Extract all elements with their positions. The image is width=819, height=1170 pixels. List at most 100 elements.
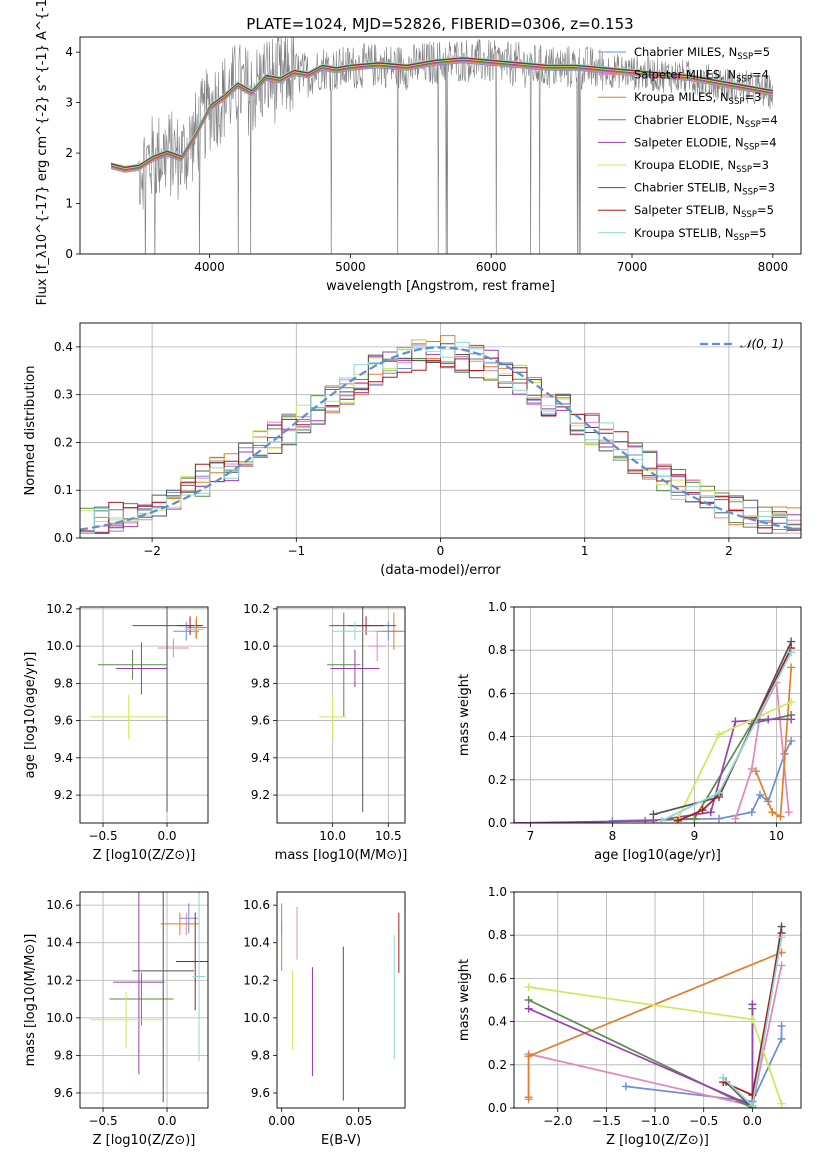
y-tick-label: 0.1 <box>54 483 73 497</box>
legend-nssp: =4 <box>752 68 769 82</box>
x-tick-label: 7 <box>527 829 535 843</box>
errorbar-point <box>330 649 380 688</box>
axes-frame <box>79 322 802 539</box>
point-marker <box>787 698 796 707</box>
point-marker <box>777 961 786 970</box>
y-tick-label: 9.6 <box>251 714 270 728</box>
x-tick-label: 0.05 <box>345 1114 372 1128</box>
errorbar-point <box>368 631 387 661</box>
plot-area <box>277 607 405 823</box>
y-axis-label: mass [log10(M/M⊙)] <box>23 934 38 1067</box>
legend-label: Chabrier STELIB, NSSP=3 <box>634 181 775 198</box>
point-marker <box>674 816 682 823</box>
y-tick-label: 10.4 <box>243 936 270 950</box>
plot-marks <box>90 892 208 1103</box>
y-axis-label: Normed distribution <box>23 366 38 496</box>
errorbar-point <box>132 892 194 1103</box>
x-tick-label: −1 <box>287 544 305 558</box>
plot-area <box>514 607 801 823</box>
panel-spectrum: 4000 5000 6000 7000 8000 0 1 2 3 4 wavelength [Ang… <box>35 0 802 305</box>
errorbar-point <box>90 694 168 740</box>
point-marker <box>747 808 756 817</box>
plot-marks <box>80 335 801 538</box>
x-axis-label: Z [log10(Z/Z⊙)] <box>606 1133 709 1148</box>
data-spectrum <box>110 37 774 254</box>
point-marker <box>524 1093 533 1102</box>
y-tick-label: 9.8 <box>54 676 73 690</box>
y-tick-label: 0.4 <box>54 340 73 354</box>
point-marker <box>524 983 533 992</box>
errorbar-point <box>186 620 205 639</box>
x-tick-label: 2 <box>725 544 733 558</box>
legend-subscript: SSP <box>729 97 745 107</box>
y-tick-label: 0.8 <box>488 928 507 942</box>
figure-title: PLATE=1024, MJD=52826, FIBERID=0306, z=0… <box>246 15 633 33</box>
point-marker <box>768 808 777 817</box>
point-marker <box>690 814 699 823</box>
y-tick-label: 10.2 <box>243 602 270 616</box>
legend-label: Kroupa STELIB, NSSP=5 <box>634 226 766 243</box>
x-tick-label: −2 <box>143 544 161 558</box>
y-tick-label: 0.0 <box>54 531 73 545</box>
y-tick-label: 10.2 <box>46 602 73 616</box>
y-tick-label: 0.3 <box>54 388 73 402</box>
point-marker <box>719 1073 728 1082</box>
point-marker <box>787 715 796 724</box>
legend: Chabrier MILES, NSSP=5 Salpeter MILES, NS… <box>598 45 778 243</box>
y-tick-label: 0.2 <box>488 1058 507 1072</box>
point-marker <box>524 1004 533 1013</box>
legend-subscript: SSP <box>737 52 753 62</box>
x-axis-label: E(B-V) <box>321 1133 361 1148</box>
normal-curve <box>80 346 801 531</box>
point-marker <box>787 648 796 657</box>
y-tick-label: 10.2 <box>243 973 270 987</box>
x-tick-label: 5000 <box>335 260 366 274</box>
y-axis-label: age [log10(age/yr)] <box>23 652 38 779</box>
errorbar-point <box>97 649 168 680</box>
legend-label: Chabrier MILES, NSSP=5 <box>634 45 770 62</box>
panels: 4000 5000 6000 7000 8000 0 1 2 3 4 wavelength [Ang… <box>23 0 802 1148</box>
y-tick-label: 0 <box>65 247 73 261</box>
point-marker <box>756 790 764 799</box>
point-marker <box>777 1099 786 1108</box>
series-line <box>524 983 786 1108</box>
errorbar-point <box>113 892 165 1075</box>
histogram-series <box>80 357 801 538</box>
x-tick-label: 0.0 <box>743 1114 762 1128</box>
y-tick-label: 2 <box>65 146 73 160</box>
panel-massweight-vs-age: 7 8 9 10 0.0 0.2 0.4 0.6 0.8 1.0 age [log10(age/yr… <box>457 600 802 863</box>
point-marker <box>784 808 793 817</box>
panel-age-vs-mass: 10.0 10.5 9.2 9.4 9.6 9.8 10.0 10.2 mass [log10(… <box>243 602 407 863</box>
plot-area <box>80 607 208 823</box>
point-marker <box>777 1034 786 1043</box>
x-tick-label: 4000 <box>194 260 225 274</box>
point-marker <box>524 996 533 1004</box>
x-tick-label: −2.0 <box>543 1114 572 1128</box>
y-tick-label: 10.6 <box>243 898 270 912</box>
legend-nssp: =4 <box>761 113 778 127</box>
point-marker <box>748 1000 757 1009</box>
x-tick-label: −1.5 <box>592 1114 621 1128</box>
point-marker <box>524 1052 533 1061</box>
axes-frame <box>79 891 209 1109</box>
axes-frame <box>79 36 802 255</box>
x-tick-label: 10.5 <box>375 829 402 843</box>
legend-nssp: =5 <box>749 226 766 240</box>
legend-label: Kroupa ELODIE, NSSP=3 <box>634 158 769 175</box>
y-tick-label: 9.8 <box>251 676 270 690</box>
x-axis-label: (data-model)/error <box>380 563 501 578</box>
legend-subscript: SSP <box>744 142 760 152</box>
series-path <box>755 667 793 818</box>
point-marker <box>657 816 666 823</box>
y-tick-label: 0.6 <box>488 971 507 985</box>
legend-subscript: SSP <box>736 75 752 85</box>
legend-subscript: SSP <box>745 120 761 130</box>
point-marker <box>715 814 723 823</box>
point-marker <box>649 810 658 819</box>
x-axis-label: age [log10(age/yr)] <box>594 848 721 863</box>
x-tick-label: 0 <box>437 544 445 558</box>
y-tick-label: 9.4 <box>54 751 73 765</box>
axes-frame <box>513 606 802 824</box>
point-marker <box>698 806 707 815</box>
